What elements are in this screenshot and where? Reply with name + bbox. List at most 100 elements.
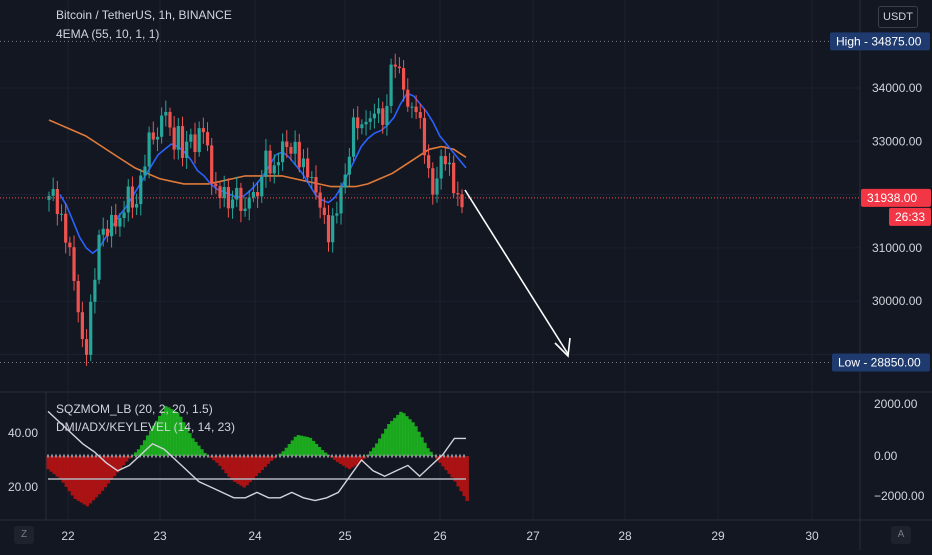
candle-body — [389, 65, 392, 106]
momentum-bar — [53, 456, 56, 474]
momentum-bar — [254, 456, 257, 476]
momentum-bar — [56, 456, 59, 477]
momentum-tick-1: 2000.00 — [874, 397, 918, 411]
squeeze-dot — [399, 455, 401, 458]
ema-legend[interactable]: 4EMA (55, 10, 1, 1) — [56, 27, 159, 41]
squeeze-dot — [71, 455, 73, 458]
candle-body — [435, 179, 438, 195]
squeeze-dot — [111, 455, 113, 458]
candle-body — [160, 116, 163, 137]
candle-body — [252, 192, 255, 197]
momentum-bar — [98, 456, 101, 494]
momentum-bar — [74, 456, 77, 499]
momentum-bar — [456, 456, 459, 486]
momentum-bar — [402, 413, 405, 456]
high-tag: High - 34875.00 — [830, 32, 930, 50]
candle-body — [148, 132, 151, 166]
countdown-tag: 26:33 — [889, 208, 931, 226]
momentum-bar — [294, 437, 297, 456]
candle-83 — [389, 59, 392, 113]
momentum-bar — [248, 456, 251, 482]
candle-body — [444, 156, 447, 164]
candle-body — [214, 184, 217, 187]
squeeze-dot — [435, 455, 437, 458]
momentum-bar — [261, 456, 264, 470]
squeeze-dot — [151, 455, 153, 458]
candle-body — [152, 132, 155, 139]
squeeze-dot — [267, 455, 269, 458]
momentum-bar — [417, 432, 420, 456]
high-tag-text: High - 34875.00 — [836, 34, 922, 48]
squeeze-dot — [283, 455, 285, 458]
countdown-tag-text: 26:33 — [895, 210, 925, 224]
candle-body — [356, 117, 359, 128]
candle-body — [306, 159, 309, 178]
squeeze-dot — [275, 455, 277, 458]
squeeze-dot — [335, 455, 337, 458]
candle-body — [377, 108, 380, 113]
squeeze-dot — [379, 455, 381, 458]
squeeze-dot — [175, 455, 177, 458]
squeeze-dot — [299, 455, 301, 458]
dmi-legend[interactable]: DMI/ADX/KEYLEVEL (14, 14, 23) — [56, 420, 235, 434]
momentum-bar — [411, 422, 414, 456]
squeeze-dot — [271, 455, 273, 458]
squeeze-dot — [247, 455, 249, 458]
candle-body — [335, 213, 338, 215]
sqzmom-legend[interactable]: SQZMOM_LB (20, 2, 20, 1.5) — [56, 402, 213, 416]
momentum-bar — [345, 456, 348, 468]
squeeze-dot — [407, 455, 409, 458]
candle-body — [198, 128, 201, 152]
squeeze-dot — [359, 455, 361, 458]
momentum-bar — [239, 456, 242, 486]
momentum-bar — [86, 456, 89, 506]
auto-scale-button[interactable]: A — [891, 526, 911, 544]
squeeze-dot — [291, 455, 293, 458]
candle-body — [406, 90, 409, 107]
momentum-bar — [306, 437, 309, 456]
candle-body — [248, 198, 251, 209]
momentum-bar — [230, 456, 233, 480]
candle-body — [452, 163, 455, 193]
time-label-27: 27 — [526, 529, 540, 543]
candle-body — [314, 177, 317, 192]
candle-body — [394, 65, 397, 67]
squeeze-dot — [87, 455, 89, 458]
squeeze-dot — [67, 455, 69, 458]
time-label-22: 22 — [61, 529, 75, 543]
candle-body — [127, 186, 130, 212]
candle-body — [77, 281, 80, 312]
squeeze-dot — [415, 455, 417, 458]
candle-body — [269, 151, 272, 174]
candle-body — [168, 112, 171, 128]
momentum-bar — [423, 443, 426, 456]
candle-body — [456, 193, 459, 194]
candle-body — [273, 165, 276, 173]
candle-body — [181, 126, 184, 158]
squeeze-dot — [59, 455, 61, 458]
squeeze-dot — [311, 455, 313, 458]
log-scale-button[interactable]: Z — [14, 526, 34, 544]
squeeze-dot — [287, 455, 289, 458]
currency-button[interactable]: USDT — [878, 6, 918, 28]
momentum-bar — [242, 456, 245, 488]
momentum-bar — [146, 435, 149, 456]
time-label-26: 26 — [433, 529, 447, 543]
candle-body — [369, 118, 372, 122]
candle-body — [185, 142, 188, 158]
candle-body — [118, 218, 121, 226]
squeeze-dot — [331, 455, 333, 458]
symbol-legend[interactable]: Bitcoin / TetherUS, 1h, BINANCE — [56, 8, 232, 22]
candle-body — [327, 215, 330, 242]
squeeze-dot — [279, 455, 281, 458]
candle-body — [97, 235, 100, 280]
squeeze-dot — [339, 455, 341, 458]
momentum-bar — [297, 435, 300, 456]
candle-body — [218, 186, 221, 198]
squeeze-dot — [343, 455, 345, 458]
squeeze-dot — [323, 455, 325, 458]
candle-body — [381, 108, 384, 125]
candle-body — [398, 67, 401, 68]
